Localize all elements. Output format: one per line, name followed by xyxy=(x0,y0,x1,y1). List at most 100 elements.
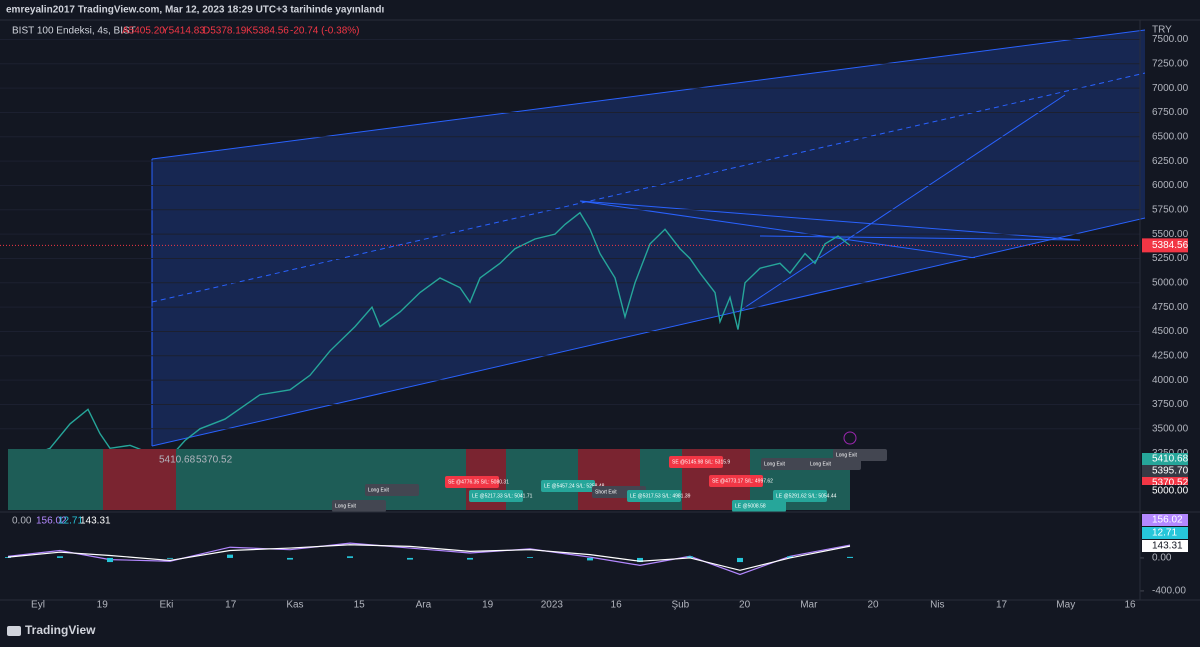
legend-box xyxy=(1142,540,1188,552)
histogram-bar xyxy=(227,554,233,558)
y-tick-label: 0.00 xyxy=(1152,553,1172,564)
annotation: LE @5457.24 S/L: 5258.48 xyxy=(544,483,605,489)
histogram-bar xyxy=(167,557,173,559)
y-tick-label: 6750.00 xyxy=(1152,107,1189,118)
price-label-box xyxy=(1142,453,1188,465)
strategy-legend: 5410.68 xyxy=(159,455,196,466)
brand: TradingView xyxy=(25,623,96,637)
legend-value: 156.02 xyxy=(1152,515,1183,526)
annotation: Long Exit xyxy=(335,503,356,509)
x-tick-label: 20 xyxy=(867,600,879,611)
change: -20.74 (-0.38%) xyxy=(290,26,359,37)
histogram-bar xyxy=(5,557,11,558)
x-tick-label: Mar xyxy=(800,600,818,611)
strategy-legend: 5370.52 xyxy=(196,455,233,466)
alert-icon[interactable] xyxy=(843,431,857,445)
annotation-box xyxy=(469,490,523,502)
legend-box xyxy=(1142,514,1188,526)
annotation-box xyxy=(627,490,681,502)
y-tick-label: 6000.00 xyxy=(1152,180,1189,191)
annotation-box xyxy=(761,458,815,470)
x-tick-label: 17 xyxy=(996,600,1008,611)
y-tick-label: 3500.00 xyxy=(1152,423,1189,434)
price-label: 5370.52 xyxy=(1152,478,1189,489)
annotation: Short Exit xyxy=(595,489,617,495)
price-label-box xyxy=(1142,485,1188,497)
annotation-box xyxy=(541,480,595,492)
histogram-bar xyxy=(347,556,353,558)
symbol: BIST 100 Endeksi, 4s, BIST xyxy=(12,26,136,37)
annotation: LE @5317.53 S/L: 4981.39 xyxy=(630,493,691,499)
annotation: SE @4773.17 S/L: 4997.62 xyxy=(712,478,773,484)
x-tick-label: 16 xyxy=(611,600,623,611)
annotation-box xyxy=(332,500,386,512)
annotation: LE @5217.33 S/L: 5041.71 xyxy=(472,493,533,499)
trend-line xyxy=(579,200,1081,241)
histogram-bar xyxy=(847,556,853,558)
x-tick-label: Şub xyxy=(671,600,689,611)
annotation-box xyxy=(365,484,419,496)
price-label: 5410.68 xyxy=(1152,454,1189,465)
histogram-bar xyxy=(467,557,473,560)
x-tick-label: Eki xyxy=(160,600,174,611)
x-tick-label: Ara xyxy=(416,600,432,611)
histogram-bar xyxy=(587,557,593,561)
x-tick-label: 19 xyxy=(482,600,494,611)
legend-value: 12.71 xyxy=(1152,528,1177,539)
y-tick-label: 4250.00 xyxy=(1152,350,1189,361)
annotation-box xyxy=(833,449,887,461)
legend-box xyxy=(1142,527,1188,539)
y-tick-label: 6500.00 xyxy=(1152,131,1189,142)
y-tick-label: 7000.00 xyxy=(1152,83,1189,94)
macd-line xyxy=(7,542,851,576)
header-title: emreyalin2017 TradingView.com, Mar 12, 2… xyxy=(6,5,384,16)
price-label-box xyxy=(1142,465,1188,477)
annotation: Long Exit xyxy=(764,461,785,467)
annotation: Long Exit xyxy=(810,461,831,467)
histogram-bar xyxy=(737,557,743,563)
price-label: 5395.70 xyxy=(1152,466,1189,477)
x-tick-label: 19 xyxy=(97,600,109,611)
annotation: Long Exit xyxy=(368,487,389,493)
histogram-bar xyxy=(787,556,793,558)
histogram-bar xyxy=(527,557,533,558)
histogram-bar xyxy=(637,557,643,563)
ohlc-open: A5405.20 xyxy=(122,26,165,37)
y-tick-label: 6250.00 xyxy=(1152,156,1189,167)
annotation-box xyxy=(732,500,786,512)
macd-legend: 0.00 xyxy=(12,516,32,527)
annotation-box xyxy=(445,476,499,488)
legend-inline: 143.31 xyxy=(80,516,111,527)
footer xyxy=(0,618,1200,642)
y-tick-label: 5000.00 xyxy=(1152,277,1189,288)
x-tick-label: Nis xyxy=(930,600,944,611)
x-tick-label: Kas xyxy=(286,600,303,611)
trend-line xyxy=(579,200,976,259)
last-price-box xyxy=(1142,238,1188,253)
y-tick-label: 4750.00 xyxy=(1152,302,1189,313)
y-tick-label: 4000.00 xyxy=(1152,375,1189,386)
x-tick-label: May xyxy=(1056,600,1075,611)
histogram-bar xyxy=(287,557,293,560)
zone-long xyxy=(8,449,103,510)
channel-lower xyxy=(151,217,1146,447)
logo xyxy=(7,626,21,636)
last-price-label: 5384.56 xyxy=(1152,240,1189,251)
channel-mid xyxy=(151,72,1146,303)
histogram-bar xyxy=(57,556,63,558)
trend-line xyxy=(759,235,1081,241)
ohlc-high: Y5414.83 xyxy=(162,26,205,37)
legend-value: 143.31 xyxy=(1152,541,1183,552)
x-tick-label: 2023 xyxy=(541,600,564,611)
x-tick-label: 20 xyxy=(739,600,751,611)
annotation: LE @5008.58 xyxy=(735,503,766,509)
y-tick-label: 5500.00 xyxy=(1152,229,1189,240)
annotation: LE @5291.62 S/L: 5054.44 xyxy=(776,493,837,499)
annotation: SE @5145.98 S/L: 5315.9 xyxy=(672,459,730,465)
legend-inline: 156.02 xyxy=(36,516,67,527)
ohlc-close: K5384.56 xyxy=(246,26,289,37)
y-tick-label: 7500.00 xyxy=(1152,34,1189,45)
annotation-box xyxy=(773,490,827,502)
annotation: SE @4776.35 S/L: 5080.31 xyxy=(448,479,509,485)
